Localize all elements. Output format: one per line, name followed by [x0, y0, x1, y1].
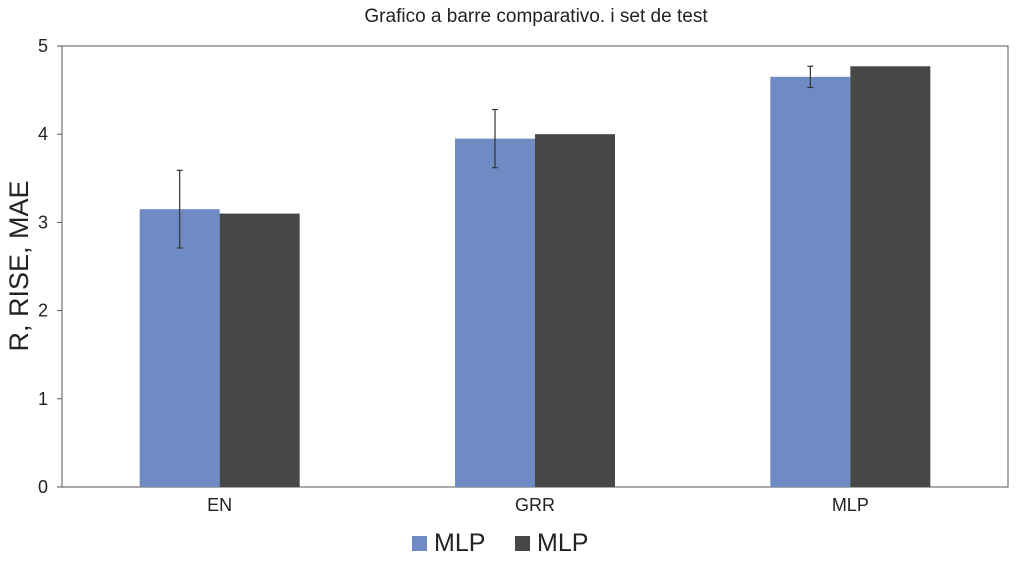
y-tick-label: 4 — [38, 124, 48, 144]
y-axis-label: R, RISE, MAE — [4, 180, 34, 351]
x-axis-ticks: EN GRR MLP — [207, 495, 869, 515]
legend-item-1: MLP — [412, 529, 485, 557]
error-bar-mlp — [807, 65, 814, 89]
y-tick-label: 1 — [38, 389, 48, 409]
x-tick-label-grr: GRR — [515, 495, 555, 515]
y-tick-label: 2 — [38, 301, 48, 321]
bar-mlp-series-1 — [770, 76, 851, 488]
legend-label: MLP — [434, 529, 485, 557]
error-bar-grr — [492, 108, 498, 169]
y-axis-ticks: 0 1 2 3 4 5 — [38, 36, 62, 497]
chart-title: Grafico a barre comparativo. i set de te… — [364, 6, 708, 27]
error-bar-en — [176, 169, 183, 249]
legend-label: MLP — [537, 529, 588, 557]
error-bars-group — [176, 65, 814, 249]
x-tick-label-en: EN — [207, 495, 232, 515]
legend-swatch — [515, 536, 530, 551]
x-tick-label-mlp: MLP — [832, 495, 869, 515]
legend-swatch — [412, 536, 427, 551]
legend-item-2: MLP — [515, 529, 588, 557]
y-tick-label: 3 — [38, 212, 48, 232]
y-tick-label: 5 — [38, 36, 48, 56]
bars-group — [139, 66, 931, 488]
y-tick-label: 0 — [38, 477, 48, 497]
bar-en-series-2 — [219, 213, 300, 487]
bar-grr-series-2 — [535, 134, 615, 487]
bar-en-series-1 — [139, 209, 220, 488]
legend: MLP MLP — [412, 529, 588, 557]
bar-mlp-series-2 — [850, 66, 931, 487]
bar-grr-series-1 — [455, 138, 535, 488]
